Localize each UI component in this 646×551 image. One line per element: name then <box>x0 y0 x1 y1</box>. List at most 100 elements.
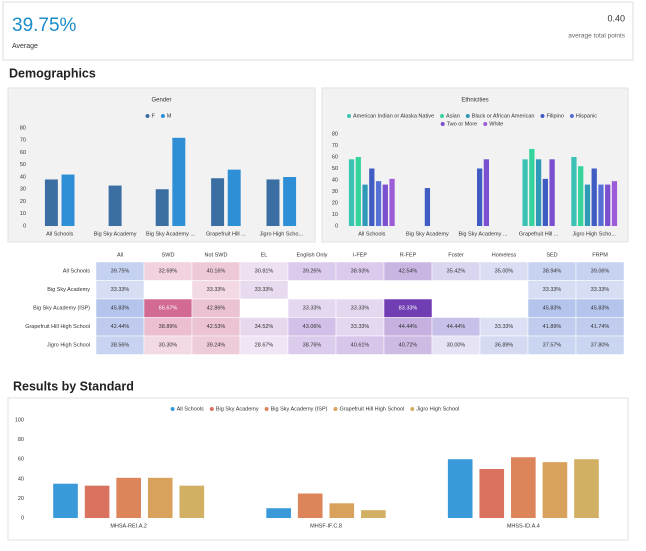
cell-value: 37.80% <box>591 343 610 349</box>
cell-value: 35.00% <box>495 269 514 275</box>
x-tick-label: Big Sky Academy <box>406 231 449 237</box>
cell-value: 38.56% <box>111 343 130 349</box>
legend-label: M <box>167 113 172 119</box>
y-tick-label: 30 <box>20 187 26 193</box>
x-tick-label: MHSS-ID.A.4 <box>507 523 540 529</box>
row-label: Big Sky Academy (ISP) <box>33 306 90 312</box>
cell-value: 42.54% <box>399 269 418 275</box>
cell-value: 44.44% <box>447 324 466 330</box>
y-tick-label: 80 <box>332 131 338 137</box>
bar <box>605 184 611 226</box>
cell-value: 44.44% <box>399 324 418 330</box>
bar <box>53 483 78 518</box>
legend-marker <box>483 122 488 126</box>
heat-cell <box>239 280 289 300</box>
bar <box>147 477 173 518</box>
y-tick-label: 50 <box>332 166 338 172</box>
column-header: SWD <box>162 252 175 258</box>
table-bg <box>8 248 628 355</box>
bar <box>447 459 473 518</box>
legend-item: American Indian or Alaska Native <box>347 113 434 119</box>
legend-label: American Indian or Alaska Native <box>353 113 434 119</box>
bar <box>297 493 323 518</box>
legend-marker <box>160 114 165 118</box>
cell-value: 42.53% <box>207 324 226 330</box>
row-label: Grapefruit Hill High School <box>25 324 90 330</box>
cell-value: 30.81% <box>255 269 274 275</box>
cell-value: 37.57% <box>543 343 562 349</box>
legend-item: M <box>160 113 172 119</box>
points-value: 0.40 <box>607 13 625 23</box>
cell-value: 38.89% <box>159 324 178 330</box>
legend-marker <box>410 407 415 411</box>
legend-item: All Schools <box>170 406 204 412</box>
x-tick-label: MHSA-REI.A.2 <box>110 523 147 529</box>
y-tick-label: 20 <box>332 200 338 206</box>
x-tick-label: MHSF-IF.C.8 <box>310 523 342 529</box>
bar <box>574 459 599 518</box>
legend-marker <box>333 407 338 411</box>
cell-value: 33.33% <box>303 306 322 312</box>
y-tick-label: 0 <box>335 223 338 229</box>
x-tick-label: Big Sky Academy ... <box>146 231 195 237</box>
bar <box>369 168 375 226</box>
chart-title: Ethnicities <box>461 98 488 104</box>
legend-item: Filipino <box>540 113 564 119</box>
bar <box>598 184 604 226</box>
cell-value: 83.33% <box>399 306 418 312</box>
column-header: R-FEP <box>400 252 417 258</box>
cell-value: 30.30% <box>159 343 178 349</box>
y-tick-label: 50 <box>20 162 26 168</box>
bar <box>179 485 205 518</box>
y-tick-label: 80 <box>18 437 24 443</box>
bar <box>571 157 577 226</box>
bar <box>476 168 483 226</box>
cell-value: 36.89% <box>495 343 514 349</box>
x-tick-label: Jigro High Scho... <box>572 231 616 237</box>
x-tick-label: All Schools <box>46 231 73 237</box>
bar <box>578 166 584 226</box>
column-header: Homeless <box>492 252 517 258</box>
legend-marker <box>170 407 175 411</box>
legend-marker <box>540 114 545 118</box>
y-tick-label: 80 <box>20 125 26 131</box>
y-tick-label: 40 <box>20 174 26 180</box>
legend-label: Filipino <box>546 113 563 119</box>
y-tick-label: 30 <box>332 189 338 195</box>
bar <box>389 178 395 226</box>
legend-label: F <box>152 113 156 119</box>
y-tick-label: 20 <box>18 496 24 502</box>
y-tick-label: 40 <box>332 177 338 183</box>
column-header: Not SWD <box>205 252 228 258</box>
cell-value: 33.33% <box>255 287 274 293</box>
legend-item: Asian <box>440 113 460 119</box>
bar <box>361 510 386 518</box>
y-tick-label: 10 <box>332 212 338 218</box>
cell-value: 33.33% <box>111 287 130 293</box>
legend-item: Black or African American <box>465 113 534 119</box>
cell-value: 28.67% <box>255 343 274 349</box>
bar <box>529 148 535 226</box>
legend-item: F <box>145 113 156 119</box>
legend-label: All Schools <box>177 406 204 412</box>
bar <box>375 181 382 226</box>
cell-value: 33.33% <box>207 287 226 293</box>
cell-value: 66.67% <box>159 306 178 312</box>
legend-label: Hispanic <box>576 113 597 119</box>
legend-marker <box>440 114 445 118</box>
bar <box>522 159 528 226</box>
bar <box>611 181 618 226</box>
cell-value: 41.89% <box>543 324 562 330</box>
y-tick-label: 0 <box>21 515 24 521</box>
y-tick-label: 70 <box>332 143 338 149</box>
cell-value: 33.33% <box>591 287 610 293</box>
cell-value: 35.42% <box>447 269 466 275</box>
bar <box>511 457 536 518</box>
kpi-value: 39.75% <box>12 15 77 36</box>
row-label: All Schools <box>63 269 90 275</box>
legend-marker <box>145 114 150 118</box>
cell-value: 38.76% <box>303 343 322 349</box>
cell-value: 41.74% <box>591 324 610 330</box>
legend-marker <box>209 407 214 411</box>
points-label: average total points <box>568 33 625 40</box>
